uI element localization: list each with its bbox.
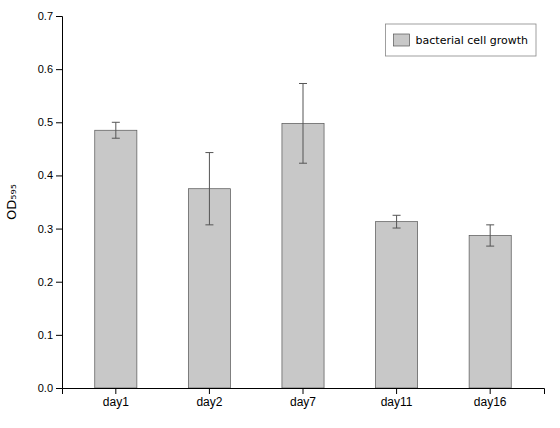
error-bar-cap [393, 215, 401, 216]
x-tick-mark [209, 388, 210, 394]
y-tick: 0.2 [38, 276, 62, 288]
error-bar-cap [205, 224, 213, 225]
error-bar-cap [112, 122, 120, 123]
y-tick-mark [56, 16, 62, 17]
x-tick: day2 [196, 388, 222, 409]
x-tick-label: day1 [103, 395, 129, 409]
y-tick-label: 0.4 [38, 169, 53, 181]
x-tick-label: day11 [381, 395, 413, 409]
error-bar-stem [115, 122, 116, 138]
y-tick-mark [56, 229, 62, 230]
plot: 0.00.10.20.30.40.50.60.7day1day2day7day1… [38, 10, 545, 409]
y-tick: 0.7 [38, 10, 62, 22]
y-tick-label: 0.2 [38, 276, 53, 288]
error-bar-cap [486, 246, 494, 247]
y-tick-mark [56, 282, 62, 283]
legend-item: bacterial cell growth [394, 34, 528, 47]
bar [469, 235, 511, 388]
error-bar [393, 215, 401, 228]
legend: bacterial cell growth [386, 24, 536, 56]
y-tick: 0.5 [38, 116, 62, 128]
error-bar [486, 225, 494, 246]
error-bar-cap [486, 224, 494, 225]
bar [95, 130, 137, 388]
error-bar-cap [299, 163, 307, 164]
error-bar-cap [205, 152, 213, 153]
y-axis: 0.0 0.1 0.2 0.3 0.4 0.5 0.6 0.7 [38, 10, 63, 394]
error-bar [112, 122, 120, 138]
y-tick-mark [56, 335, 62, 336]
y-tick-label: 0.3 [38, 223, 53, 235]
x-axis-line [63, 389, 545, 395]
y-axis-line [56, 17, 63, 389]
y-tick-label: 0.1 [38, 329, 53, 341]
y-tick: 0.0 [38, 382, 62, 394]
x-axis: day1 day2 day7 day11 day16 [63, 388, 545, 409]
y-tick-mark [56, 175, 62, 176]
bar-series [95, 123, 511, 388]
error-bar-stem [303, 83, 304, 163]
legend-swatch [394, 34, 410, 46]
x-tick-label: day2 [196, 395, 222, 409]
error-bar [299, 83, 307, 163]
legend-frame [386, 24, 536, 56]
y-tick: 0.3 [38, 223, 62, 235]
error-bar-cap [299, 83, 307, 84]
y-tick: 0.4 [38, 169, 62, 181]
x-tick-mark [490, 388, 491, 394]
x-tick-mark [115, 388, 116, 394]
error-bars [112, 83, 494, 246]
error-bar-cap [393, 228, 401, 229]
error-bar-stem [490, 225, 491, 246]
error-bar [205, 153, 213, 225]
legend-items: bacterial cell growth [394, 34, 528, 47]
error-bar-stem [396, 215, 397, 228]
x-tick: day7 [290, 388, 316, 409]
x-tick: day16 [474, 388, 507, 409]
error-bar-stem [209, 153, 210, 225]
y-tick: 0.6 [38, 63, 62, 75]
x-tick-label: day7 [290, 395, 316, 409]
x-tick-mark [396, 388, 397, 394]
marks [95, 83, 511, 388]
y-tick-label: 0.7 [38, 10, 53, 22]
x-tick-mark [303, 388, 304, 394]
y-tick-label: 0.6 [38, 63, 53, 75]
bar [282, 123, 324, 388]
y-tick-label: 0.0 [38, 382, 53, 394]
x-tick-label: day16 [474, 395, 507, 409]
legend-label: bacterial cell growth [416, 34, 528, 47]
bar [376, 222, 418, 388]
x-tick: day1 [103, 388, 129, 409]
error-bar-cap [112, 138, 120, 139]
x-tick: day11 [381, 388, 413, 409]
chart: 0.00.10.20.30.40.50.60.7day1day2day7day1… [0, 0, 560, 428]
y-axis-title: OD₅₉₅ [4, 184, 19, 220]
y-tick-mark [56, 122, 62, 123]
y-tick-mark [56, 69, 62, 70]
y-tick-mark [56, 388, 62, 389]
y-tick: 0.1 [38, 329, 62, 341]
y-tick-label: 0.5 [38, 116, 53, 128]
